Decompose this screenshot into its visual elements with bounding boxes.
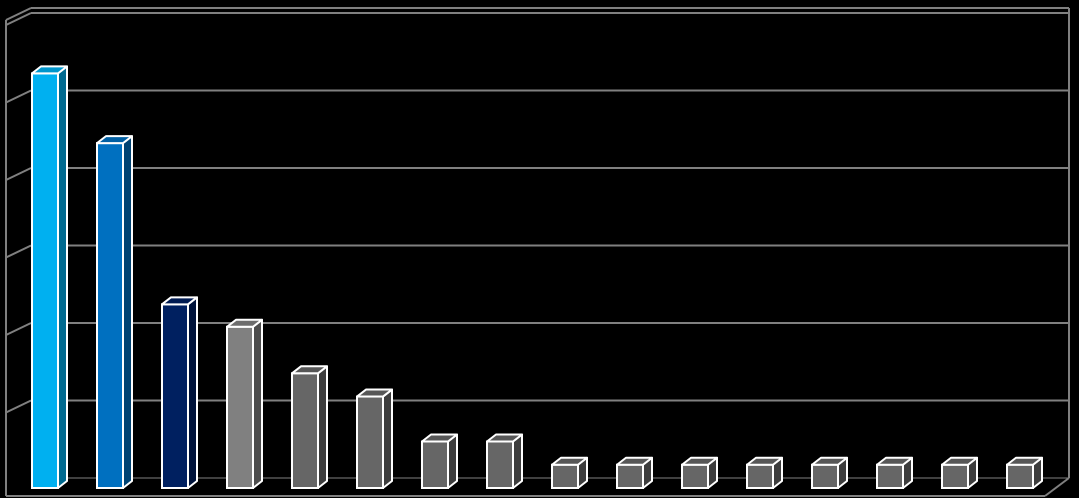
bar — [226, 318, 263, 489]
bar-front — [161, 303, 189, 490]
bar-side — [447, 433, 458, 489]
bar-front — [746, 463, 774, 489]
bar-top — [161, 296, 198, 306]
gridline-side — [5, 244, 32, 259]
bar — [941, 456, 978, 489]
bar-top — [31, 65, 68, 75]
bar-top — [551, 456, 588, 466]
bar-front — [811, 463, 839, 489]
gridlines — [5, 12, 1069, 479]
bar-front — [226, 325, 254, 489]
gridline-side — [5, 89, 32, 104]
bar-top — [421, 433, 458, 443]
floor-right-edge — [1044, 477, 1070, 497]
bar — [616, 456, 653, 489]
bar — [96, 135, 133, 489]
gridline-side — [5, 322, 32, 336]
bar — [1006, 456, 1043, 489]
bar-front — [291, 372, 319, 489]
bar-top — [226, 318, 263, 328]
bar — [421, 433, 458, 489]
bar-top — [746, 456, 783, 466]
gridline-side — [5, 12, 32, 26]
bar — [161, 296, 198, 490]
bar-top — [811, 456, 848, 466]
bar-top — [96, 135, 133, 145]
bar-front — [941, 463, 969, 489]
bar-side — [382, 388, 393, 489]
bar-side — [122, 135, 133, 489]
bar-side — [512, 433, 523, 489]
bar-front — [1006, 463, 1034, 489]
bar — [291, 365, 328, 489]
bar-front — [356, 395, 384, 489]
bar-front — [96, 142, 124, 489]
bar — [811, 456, 848, 489]
left-wall-top-edge — [5, 7, 32, 21]
bars — [31, 65, 1043, 490]
bar — [876, 456, 913, 489]
bar-top — [291, 365, 328, 375]
bar-front — [681, 463, 709, 489]
bar-top — [1006, 456, 1043, 466]
bar-side — [187, 296, 198, 489]
bar-front — [486, 440, 514, 489]
bar-front — [616, 463, 644, 489]
bar-front — [31, 72, 59, 489]
gridline-side — [5, 167, 32, 181]
gridline-side — [5, 399, 32, 414]
bar-side — [252, 318, 263, 489]
bar-front — [876, 463, 904, 489]
bar-front — [551, 463, 579, 489]
bar-side — [317, 365, 328, 489]
bar-top — [486, 433, 523, 443]
bar-top — [681, 456, 718, 466]
bar-top — [876, 456, 913, 466]
bar-top — [616, 456, 653, 466]
bar-side — [57, 65, 68, 489]
bar-top — [941, 456, 978, 466]
bar — [486, 433, 523, 489]
bar — [681, 456, 718, 489]
bar — [746, 456, 783, 489]
bar — [551, 456, 588, 489]
bar — [31, 65, 68, 489]
bar-top — [356, 388, 393, 398]
bar-front — [421, 440, 449, 489]
bar — [356, 388, 393, 489]
